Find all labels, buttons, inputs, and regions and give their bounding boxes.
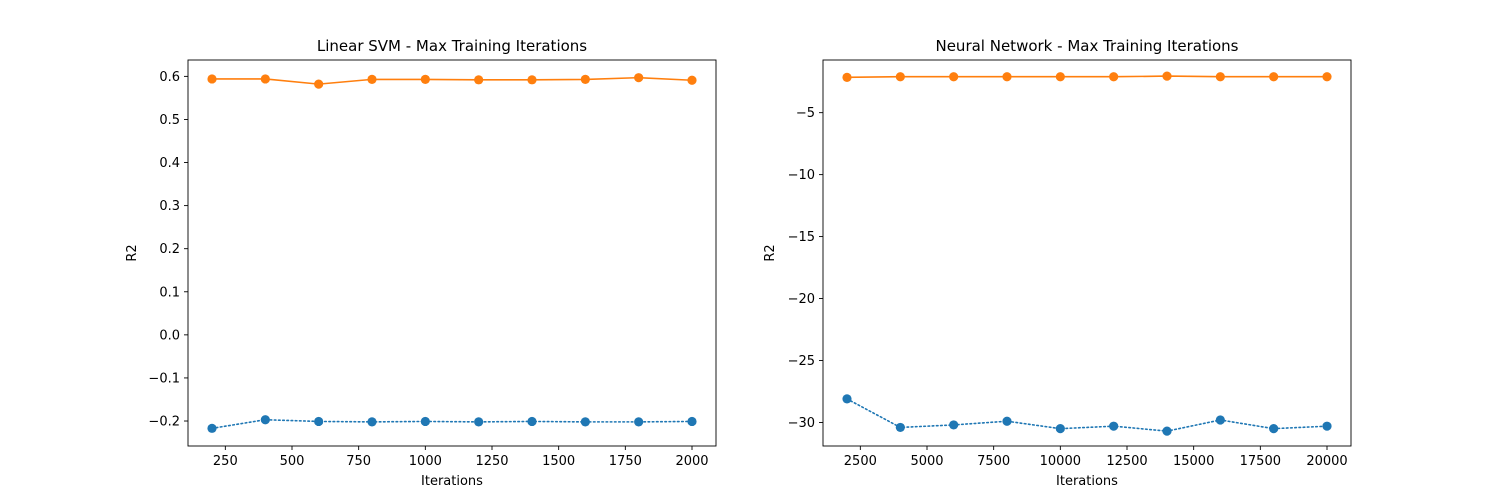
nn-series-1-line: [846, 398, 1328, 432]
nn-x-tick-label: 17500: [1240, 454, 1281, 469]
svm-series-1-point: [314, 416, 324, 427]
svm-y-tick-label: 0.6: [159, 70, 180, 85]
nn-series-1-point: [1055, 424, 1065, 434]
nn-series-1-point: [842, 394, 852, 404]
svm-series-1-point: [367, 417, 377, 427]
svm-y-tick-label: −0.2: [148, 415, 180, 430]
nn-series-1-point: [1002, 416, 1012, 426]
nn-series-1-point: [1269, 424, 1279, 434]
svm-x-axis-label: Iterations: [421, 474, 483, 489]
svm-series-0-point: [527, 75, 537, 85]
nn-x-tick-label: 5000: [910, 454, 943, 469]
svm-series-0-line: [212, 76, 693, 85]
svm-y-tick-label: 0.5: [159, 113, 180, 128]
nn-series-0-point: [1269, 72, 1279, 82]
nn-y-tick-label: −5: [796, 106, 815, 121]
svm-series-1-point: [260, 415, 270, 425]
nn-y-tick-label: −25: [788, 354, 815, 369]
svm-series-0-point: [367, 74, 377, 84]
svm-y-tick-label: 0.2: [159, 242, 180, 257]
nn-x-tick-label: 12500: [1106, 454, 1147, 469]
svm-y-tick-label: 0.0: [159, 328, 180, 343]
svm-series-1-point: [207, 423, 217, 433]
svm-y-tick-label: 0.1: [159, 285, 180, 300]
nn-series-0-point: [1055, 72, 1065, 82]
svm-series-1-point: [634, 417, 644, 427]
svm-series-0-point: [580, 74, 590, 84]
svm-x-tick-label: 1250: [475, 454, 508, 469]
nn-y-tick-label: −15: [788, 230, 815, 245]
nn-y-tick-label: −30: [788, 416, 815, 431]
svm-chart-title: Linear SVM - Max Training Iterations: [317, 37, 587, 55]
svm-y-tick-label: 0.3: [159, 199, 180, 214]
nn-series-1-point: [1322, 421, 1332, 431]
nn-series-0-line: [846, 75, 1327, 79]
svm-chart: Linear SVM - Max Training Iterations 250 5…: [125, 37, 717, 489]
svm-series-1-point: [420, 416, 430, 427]
nn-series-1-point: [1162, 426, 1172, 436]
svm-series-0-point: [474, 75, 484, 85]
nn-series-0-point: [1215, 72, 1225, 82]
svm-series-1-line: [211, 418, 693, 430]
svm-series-0-point: [634, 73, 644, 83]
nn-series-0-point: [842, 72, 852, 82]
svm-y-tick-label: −0.1: [148, 371, 180, 386]
svm-series-1-point: [527, 416, 537, 427]
svm-series-0-point: [207, 74, 217, 84]
svm-x-tick-label: 250: [213, 454, 238, 469]
nn-series-1-point: [1109, 421, 1119, 431]
nn-series-0-point: [1002, 72, 1012, 82]
nn-x-axis-label: Iterations: [1056, 474, 1118, 489]
svm-series-0-point: [420, 74, 430, 84]
nn-chart-title: Neural Network - Max Training Iterations: [935, 37, 1238, 55]
nn-series-0-point: [1109, 72, 1119, 82]
svm-y-tick-label: 0.4: [159, 156, 180, 171]
nn-series-0-point: [949, 72, 959, 82]
svm-x-tick-label: 1500: [542, 454, 575, 469]
nn-y-axis-label: R2: [763, 244, 778, 261]
nn-x-tick-label: 2500: [844, 454, 877, 469]
svm-x-tick-label: 1000: [409, 454, 442, 469]
svm-series-0-point: [314, 79, 324, 89]
svm-series-0-point: [687, 75, 697, 85]
nn-y-tick-label: −10: [788, 168, 815, 183]
nn-series-0-point: [895, 72, 905, 82]
svm-series-1-point: [474, 417, 484, 427]
nn-x-tick-label: 15000: [1173, 454, 1214, 469]
nn-y-tick-label: −20: [788, 292, 815, 307]
svm-x-tick-label: 2000: [675, 454, 708, 469]
svm-plot-frame: [187, 59, 717, 447]
svm-series-0-point: [260, 74, 270, 84]
nn-x-tick-label: 20000: [1306, 454, 1347, 469]
svm-x-tick-label: 1750: [609, 454, 642, 469]
svm-series-1-point: [687, 416, 697, 427]
nn-x-tick-label: 7500: [977, 454, 1010, 469]
svm-x-tick-label: 500: [280, 454, 305, 469]
nn-plot-frame: [822, 59, 1352, 447]
neural-network-chart: Neural Network - Max Training Iterations…: [763, 37, 1352, 489]
nn-series-1-point: [1215, 415, 1225, 425]
svm-series-1-point: [580, 417, 590, 427]
svm-y-axis-label: R2: [125, 244, 140, 261]
nn-x-tick-label: 10000: [1040, 454, 1081, 469]
nn-series-0-point: [1322, 72, 1332, 82]
nn-series-1-point: [895, 422, 905, 433]
nn-series-0-point: [1162, 71, 1172, 81]
svm-x-tick-label: 750: [346, 454, 371, 469]
nn-series-1-point: [949, 420, 959, 430]
